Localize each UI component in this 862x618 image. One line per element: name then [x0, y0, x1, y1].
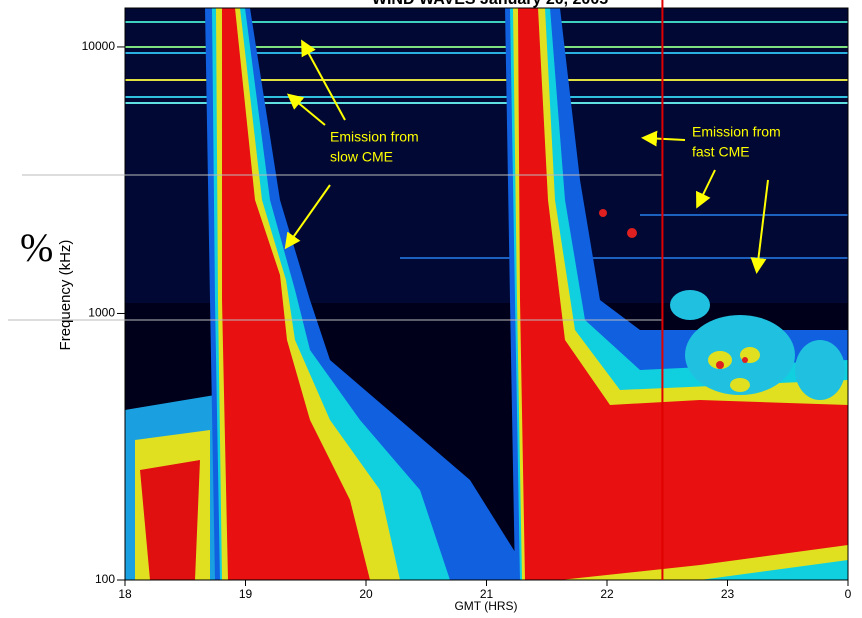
x-axis-label: GMT (HRS) — [454, 599, 517, 613]
chart-title: WIND WAVES January 20, 2005 — [372, 0, 608, 8]
y-axis-label: Frequency (kHz) — [57, 240, 74, 351]
x-tick-label: 18 — [118, 587, 132, 601]
y-tick-label: 10000 — [82, 39, 116, 53]
x-tick-label: 23 — [721, 587, 735, 601]
y-tick-label: 100 — [95, 572, 115, 586]
x-tick-label: 20 — [359, 587, 373, 601]
arrow — [284, 184, 331, 250]
arrow — [301, 39, 346, 121]
x-tick-label: 0 — [845, 587, 852, 601]
x-tick-label: 22 — [600, 587, 614, 601]
annotation-text: fast CME — [692, 144, 750, 160]
y-tick-label: 1000 — [88, 306, 115, 320]
x-tick-label: 19 — [239, 587, 253, 601]
x-tick-label: 21 — [480, 587, 494, 601]
arrow — [696, 169, 716, 209]
annotation-text: slow CME — [330, 149, 393, 165]
arrow — [750, 179, 769, 274]
spectrogram — [125, 8, 848, 580]
annotation-text: Emission from — [330, 129, 419, 145]
arrow — [286, 93, 326, 126]
annotation-text: Emission from — [692, 124, 781, 140]
arrow — [641, 130, 686, 147]
side-text: % — [20, 225, 53, 270]
